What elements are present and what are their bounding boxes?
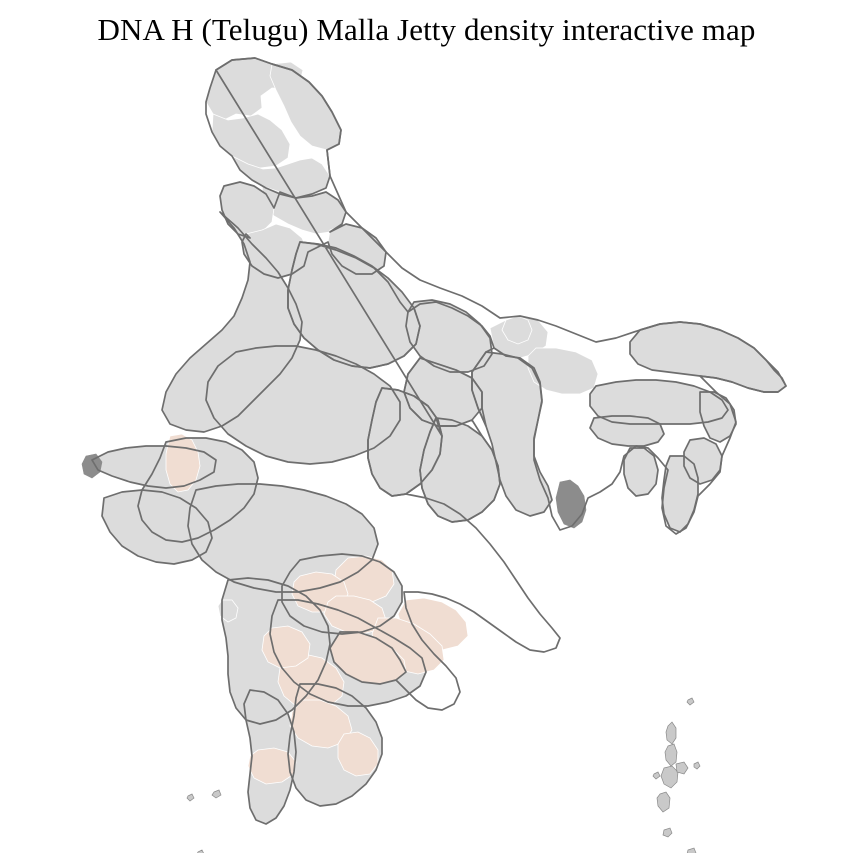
island-baratang[interactable] [675, 761, 689, 775]
border-tripura [623, 447, 659, 497]
border-arunachal [629, 321, 787, 393]
border-telangana [281, 553, 403, 635]
andaman-nicobar-islands[interactable] [652, 697, 701, 853]
island-andaman-outlier-west[interactable] [652, 771, 661, 780]
district-highlight-karnataka-bellary[interactable] [247, 747, 297, 785]
border-andhra-pradesh [269, 599, 427, 707]
region-sikkim[interactable] [501, 315, 533, 345]
border-saurashtra [101, 489, 213, 565]
border-jammu-kashmir [205, 57, 342, 199]
island-andaman-outlier-north[interactable] [686, 697, 695, 706]
island-lakshadweep-2[interactable] [211, 789, 222, 799]
district-highlight-ap-west[interactable] [261, 625, 311, 669]
border-west-bengal [471, 351, 553, 517]
island-middle-andaman[interactable] [664, 743, 678, 767]
district-highlight-tamilnadu-chennai[interactable] [337, 731, 379, 777]
island-lakshadweep-3[interactable] [197, 849, 204, 853]
island-nicobar-north[interactable] [686, 847, 697, 853]
border-madhya-pradesh [205, 345, 401, 465]
border-west-coast [91, 445, 217, 489]
border-bihar [405, 299, 493, 373]
border-chhattisgarh [367, 387, 443, 497]
border-kerala [243, 689, 297, 825]
island-little-andaman[interactable] [656, 791, 671, 813]
island-lakshadweep-1[interactable] [186, 793, 195, 802]
border-tamil-nadu [287, 683, 383, 807]
region-kutch-dark[interactable] [81, 453, 103, 479]
region-siliguri-corridor[interactable] [527, 347, 599, 395]
india-map-svg[interactable] [0, 52, 853, 853]
region-goa[interactable] [217, 599, 239, 623]
border-meghalaya [589, 415, 665, 447]
island-barren[interactable] [693, 761, 701, 770]
border-himachal-punjab [219, 181, 387, 279]
state-borders [91, 57, 787, 825]
border-nagaland [699, 391, 737, 443]
region-kashmir-valley[interactable] [211, 113, 291, 169]
map-canvas[interactable] [0, 52, 853, 853]
island-car-nicobar[interactable] [662, 827, 673, 838]
lakshadweep-islands[interactable] [186, 789, 222, 853]
border-gujarat [137, 437, 259, 543]
border-mizoram [661, 455, 699, 533]
island-south-andaman[interactable] [660, 765, 679, 789]
page-title: DNA H (Telugu) Malla Jetty density inter… [97, 12, 756, 47]
border-maharashtra [187, 483, 379, 593]
border-karnataka [221, 577, 331, 725]
border-manipur [683, 437, 723, 485]
border-odisha [419, 417, 501, 523]
island-north-andaman[interactable] [665, 721, 677, 745]
region-sundarbans-dark[interactable] [555, 479, 587, 529]
border-uttar-pradesh [287, 241, 421, 369]
